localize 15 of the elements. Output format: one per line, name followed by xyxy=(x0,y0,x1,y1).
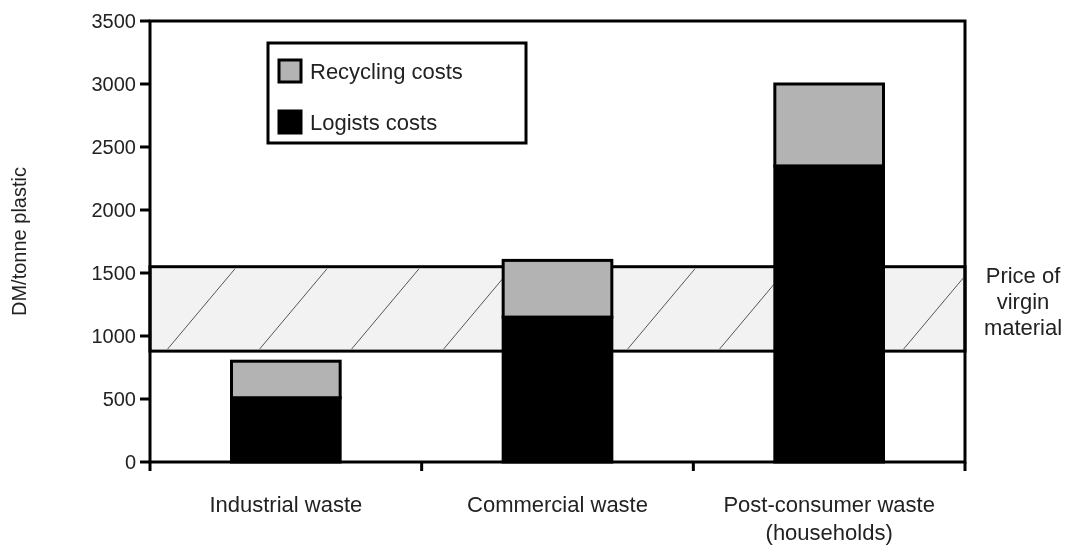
y-tick-label: 2500 xyxy=(91,136,136,158)
x-tick-label: Industrial waste xyxy=(209,492,363,517)
legend-label: Recycling costs xyxy=(310,59,463,84)
band-label: Price of virgin material xyxy=(983,262,1063,340)
x-tick-label: Post-consumer waste (households) xyxy=(723,492,935,545)
y-tick-label: 3000 xyxy=(91,73,136,95)
y-axis-title: DM/tonne plastic xyxy=(8,167,30,316)
legend-label: Logists costs xyxy=(310,110,438,135)
y-tick-label: 500 xyxy=(102,388,136,410)
y-tick-label: 2000 xyxy=(91,199,136,221)
y-tick-label: 0 xyxy=(124,451,136,473)
x-tick-label: Commercial waste xyxy=(467,492,648,517)
y-tick-label: 3500 xyxy=(91,10,136,32)
y-tick-label: 1500 xyxy=(91,262,136,284)
y-tick-label: 1000 xyxy=(91,325,136,347)
